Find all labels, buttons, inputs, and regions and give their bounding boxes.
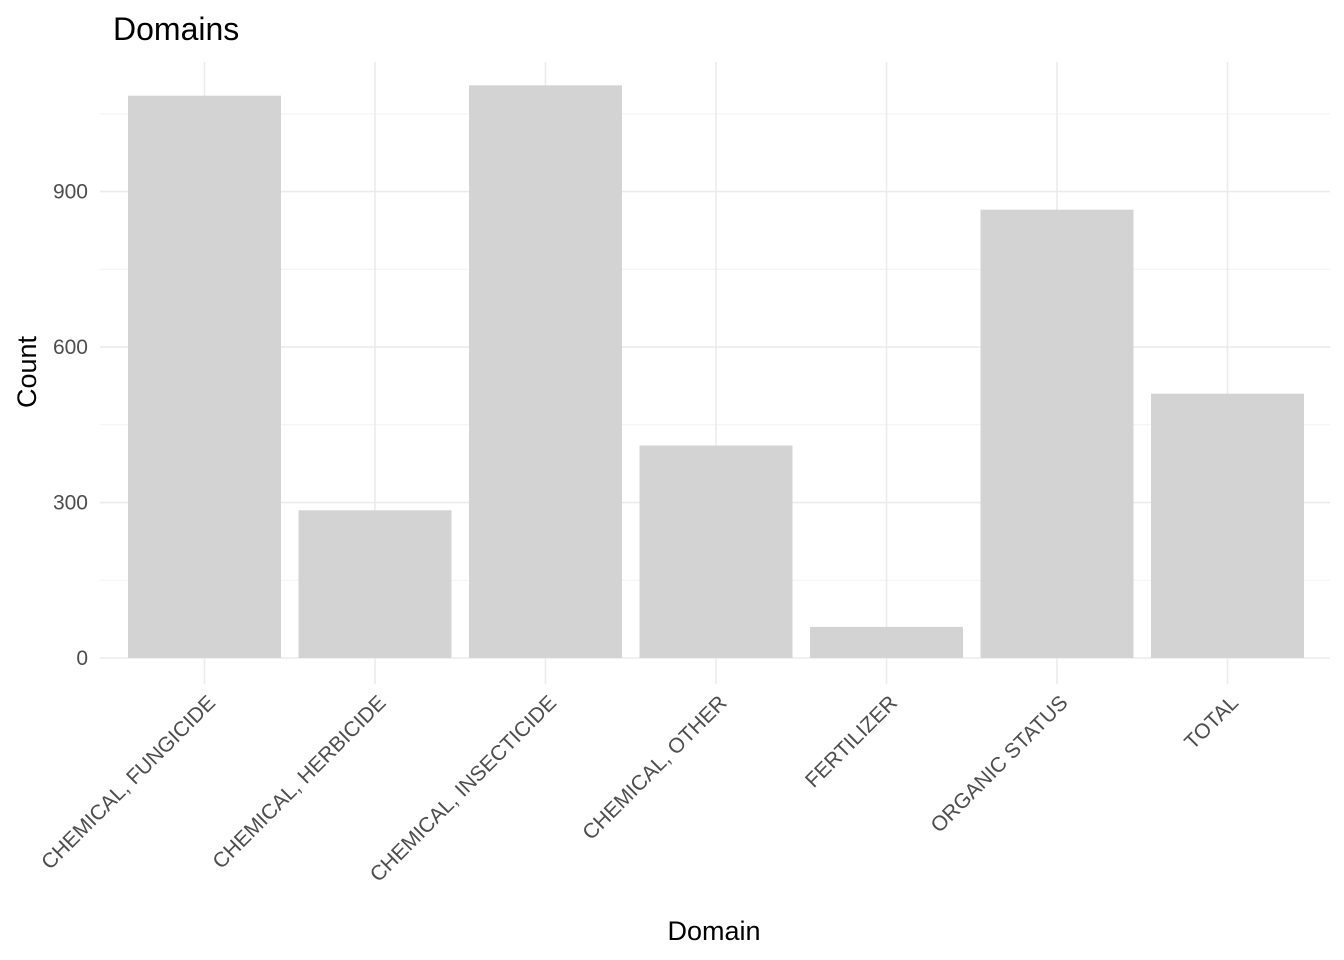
bars (128, 85, 1304, 659)
y-axis-ticks: 0 300 600 900 (53, 181, 88, 670)
bar (1151, 393, 1304, 658)
x-tick-label: FERTILIZER (801, 691, 902, 792)
bar (980, 209, 1134, 658)
chart-title: Domains (113, 11, 239, 47)
y-tick-label: 900 (53, 181, 88, 204)
y-tick-label: 600 (53, 336, 88, 359)
bar (810, 626, 963, 658)
bar (128, 95, 281, 659)
x-tick-label: CHEMICAL, INSECTICIDE (366, 691, 561, 886)
x-tick-label: CHEMICAL, HERBICIDE (208, 691, 390, 873)
x-axis-title: Domain (667, 916, 760, 946)
x-tick-label: CHEMICAL, OTHER (578, 691, 731, 844)
x-tick-label: ORGANIC STATUS (926, 691, 1072, 837)
bar (298, 510, 452, 658)
bar (639, 445, 793, 658)
y-tick-label: 300 (53, 492, 88, 515)
y-axis-title: Count (12, 335, 42, 408)
bar (469, 85, 622, 659)
x-tick-label: TOTAL (1180, 691, 1243, 754)
x-tick-label: CHEMICAL, FUNGICIDE (37, 691, 220, 874)
y-tick-label: 0 (76, 647, 88, 670)
